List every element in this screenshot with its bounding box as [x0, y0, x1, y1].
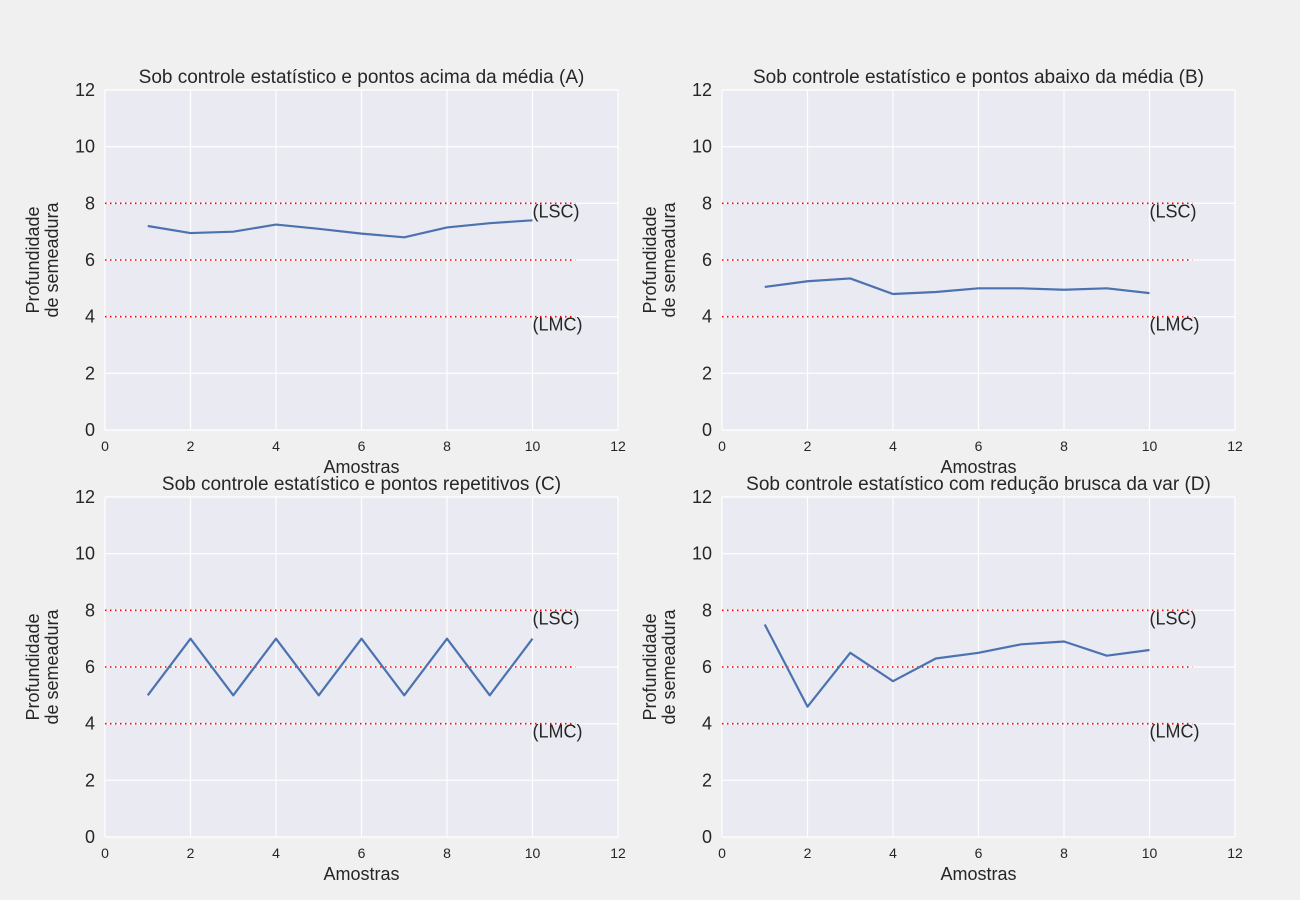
y-tick-label: 8	[702, 600, 712, 620]
chart-panel: (LSC) (LMC) 0 2 4 6 8 10 12 0 2 4 6 8 10 12 Sob controle…	[23, 474, 626, 884]
y-tick-label: 12	[692, 487, 712, 507]
y-tick-label: 6	[702, 657, 712, 677]
x-tick-label: 0	[101, 845, 109, 861]
y-axis-label-line: Profundidade	[23, 613, 43, 720]
y-axis-label-line: de semeadura	[659, 608, 679, 724]
chart-title: Sob controle estatístico e pontos repeti…	[162, 474, 561, 495]
control-limit-label: (LMC)	[533, 722, 583, 742]
y-tick-label: 2	[85, 363, 95, 383]
y-tick-label: 8	[85, 600, 95, 620]
control-limit-label: (LSC)	[1150, 608, 1197, 628]
control-limit-label: (LSC)	[533, 608, 580, 628]
y-tick-label: 4	[85, 307, 95, 327]
chart-panel: (LSC) (LMC) 0 2 4 6 8 10 12 0 2 4 6 8 10 12 Sob controle…	[23, 67, 626, 477]
x-axis-label: Amostras	[323, 457, 399, 477]
x-tick-label: 6	[358, 845, 366, 861]
y-tick-label: 0	[85, 827, 95, 847]
control-limit-label: (LSC)	[533, 201, 580, 221]
chart-title: Sob controle estatístico e pontos acima …	[139, 67, 585, 88]
y-tick-label: 10	[692, 137, 712, 157]
y-tick-label: 4	[85, 714, 95, 734]
y-axis-label-line: de semeadura	[42, 608, 62, 724]
x-tick-label: 12	[610, 845, 626, 861]
y-axis-label-line: Profundidade	[640, 613, 660, 720]
y-axis-label: Profundidadede semeadura	[23, 201, 62, 317]
x-tick-label: 2	[804, 438, 812, 454]
x-tick-label: 10	[525, 845, 541, 861]
x-tick-label: 8	[1060, 845, 1068, 861]
y-axis-label: Profundidadede semeadura	[640, 201, 679, 317]
x-tick-label: 6	[358, 438, 366, 454]
chart-title: Sob controle estatístico e pontos abaixo…	[753, 67, 1204, 88]
y-tick-label: 6	[85, 250, 95, 270]
y-tick-label: 0	[85, 420, 95, 440]
x-tick-label: 0	[718, 438, 726, 454]
y-axis-label-line: de semeadura	[42, 201, 62, 317]
y-tick-label: 0	[702, 420, 712, 440]
control-limit-label: (LMC)	[1150, 315, 1200, 335]
x-tick-label: 4	[889, 438, 897, 454]
y-axis-label-line: Profundidade	[23, 206, 43, 313]
x-tick-label: 8	[1060, 438, 1068, 454]
y-tick-label: 8	[702, 193, 712, 213]
y-tick-label: 8	[85, 193, 95, 213]
y-tick-label: 6	[85, 657, 95, 677]
y-tick-label: 10	[692, 544, 712, 564]
y-tick-label: 4	[702, 307, 712, 327]
y-tick-label: 2	[702, 770, 712, 790]
y-tick-label: 0	[702, 827, 712, 847]
y-tick-label: 12	[75, 80, 95, 100]
x-tick-label: 12	[1227, 438, 1243, 454]
x-tick-label: 10	[1142, 438, 1158, 454]
series-line	[763, 623, 1150, 708]
x-tick-label: 2	[187, 845, 195, 861]
x-tick-label: 6	[975, 845, 983, 861]
x-tick-label: 6	[975, 438, 983, 454]
y-tick-label: 2	[85, 770, 95, 790]
x-tick-label: 0	[101, 438, 109, 454]
x-tick-label: 8	[443, 845, 451, 861]
control-limit-label: (LSC)	[1150, 201, 1197, 221]
chart-panel: (LSC) (LMC) 0 2 4 6 8 10 12 0 2 4 6 8 10 12 Sob controle…	[640, 67, 1243, 477]
x-tick-label: 4	[889, 845, 897, 861]
chart-panel: (LSC) (LMC) 0 2 4 6 8 10 12 0 2 4 6 8 10 12 Sob controle…	[640, 474, 1243, 884]
y-axis-label: Profundidadede semeadura	[640, 608, 679, 724]
x-tick-label: 4	[272, 438, 280, 454]
y-tick-label: 2	[702, 363, 712, 383]
x-tick-label: 0	[718, 845, 726, 861]
x-axis-label: Amostras	[940, 457, 1016, 477]
series-line	[146, 637, 534, 697]
series-line	[147, 219, 533, 239]
y-tick-label: 12	[692, 80, 712, 100]
y-tick-label: 6	[702, 250, 712, 270]
control-limit-label: (LMC)	[1150, 722, 1200, 742]
y-axis-label: Profundidadede semeadura	[23, 608, 62, 724]
series-line	[764, 277, 1150, 296]
y-tick-label: 4	[702, 714, 712, 734]
control-limit-label: (LMC)	[533, 315, 583, 335]
x-tick-label: 10	[525, 438, 541, 454]
chart-title: Sob controle estatístico com redução bru…	[746, 474, 1211, 495]
x-tick-label: 2	[187, 438, 195, 454]
x-tick-label: 12	[610, 438, 626, 454]
y-axis-label-line: de semeadura	[659, 201, 679, 317]
x-tick-label: 12	[1227, 845, 1243, 861]
y-tick-label: 10	[75, 137, 95, 157]
x-tick-label: 4	[272, 845, 280, 861]
x-tick-label: 8	[443, 438, 451, 454]
y-axis-label-line: Profundidade	[640, 206, 660, 313]
x-axis-label: Amostras	[323, 864, 399, 884]
y-tick-label: 12	[75, 487, 95, 507]
x-tick-label: 2	[804, 845, 812, 861]
y-tick-label: 10	[75, 544, 95, 564]
x-tick-label: 10	[1142, 845, 1158, 861]
x-axis-label: Amostras	[940, 864, 1016, 884]
